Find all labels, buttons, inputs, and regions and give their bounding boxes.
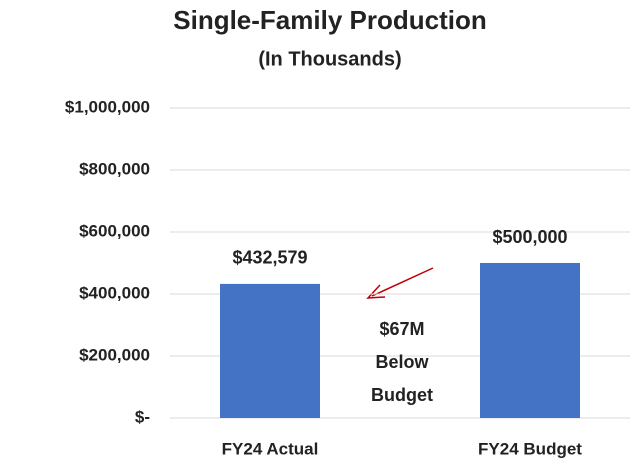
y-tick-label: $600,000 xyxy=(79,221,150,240)
annotation-arrowhead xyxy=(366,284,386,299)
bar xyxy=(220,283,320,418)
y-tick-label: $200,000 xyxy=(79,345,150,364)
x-tick-label: FY24 Budget xyxy=(478,439,582,458)
y-tick-label: $1,000,000 xyxy=(65,97,150,116)
chart-title: Single-Family Production xyxy=(173,5,486,35)
annotation: $67M xyxy=(379,319,424,339)
annotation: Budget xyxy=(371,385,433,405)
y-tick-label: $800,000 xyxy=(79,159,150,178)
chart-subtitle: (In Thousands) xyxy=(258,48,401,70)
y-tick-label: $400,000 xyxy=(79,283,150,302)
bar xyxy=(480,263,580,418)
data-label: $432,579 xyxy=(232,248,307,268)
y-tick-label: $- xyxy=(135,407,150,426)
annotation: Below xyxy=(375,352,429,372)
annotation-arrow xyxy=(371,267,434,297)
data-label: $500,000 xyxy=(492,227,567,247)
x-tick-label: FY24 Actual xyxy=(222,439,319,458)
